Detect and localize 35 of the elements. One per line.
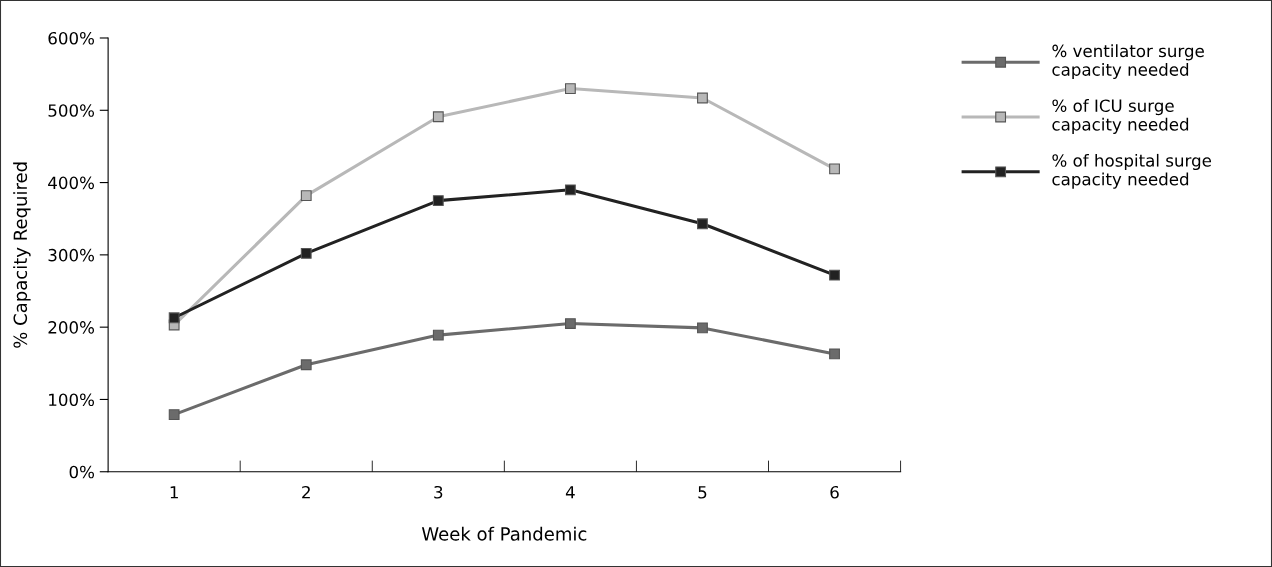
point [829,163,840,175]
point [300,190,312,202]
point [697,322,708,334]
y-tick-label: 300% [48,248,95,262]
point [564,184,576,196]
x-tick-label: 5 [698,486,707,499]
x-tick-label: 1 [170,486,178,499]
legend-label: % of hospital surge capacity needed [1052,153,1212,189]
y-axis-title: % Capacity Required [13,162,31,348]
point [300,359,312,371]
point [829,269,840,281]
x-axis-title: Week of Pandemic [421,526,587,541]
point [300,248,312,259]
point [432,329,444,341]
x-tick-label: 3 [434,485,443,499]
point [432,111,444,123]
y-tick-label: 100% [49,393,95,407]
y-tick-label: 400% [48,176,95,190]
point [829,348,840,360]
x-tick-label: 2 [302,485,310,499]
y-tick-label: 500% [48,104,95,117]
point [697,218,708,230]
point [564,318,576,329]
point [168,312,180,324]
point [697,92,708,104]
point [432,195,444,207]
point [168,409,180,421]
legend-label: % of ICU surge capacity needed [1052,99,1189,134]
point [564,83,576,95]
y-tick-label: 0% [69,465,95,479]
x-tick-label: 4 [565,486,575,499]
y-tick-label: 600% [48,31,95,45]
y-tick-label: 200% [48,321,95,334]
legend-label: % ventilator surge capacity needed [1052,44,1204,80]
x-tick-label: 6 [830,485,839,499]
